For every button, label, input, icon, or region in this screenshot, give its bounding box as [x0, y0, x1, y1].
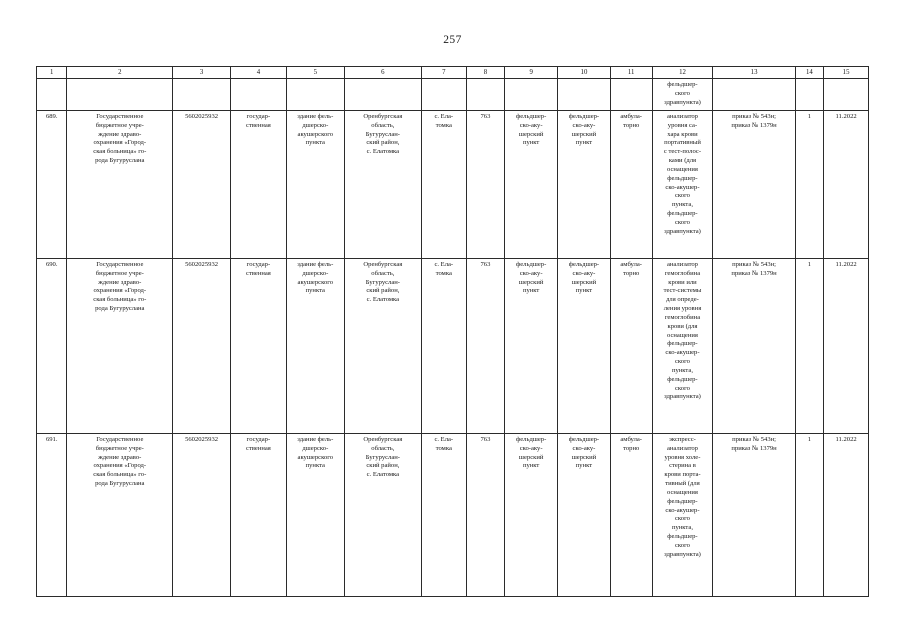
unit-kind: фельдшер- ско-аку- шерский пункт	[557, 257, 611, 434]
unit-type: фельдшер- ско-аку- шерский пункт	[504, 257, 559, 434]
row-number: 691.	[35, 432, 68, 597]
settlement: с. Ела- томка	[420, 109, 467, 259]
column-number: 5	[287, 69, 344, 80]
table-row: 691. Государственное бюджетное учре- жде…	[35, 432, 869, 597]
regulatory-orders: приказ № 543н; приказ № 1379н	[712, 257, 796, 434]
address: Оренбургская область, Бугуруслан- ский р…	[343, 257, 422, 434]
object-type: здание фель- дшерско- акушерского пункта	[285, 109, 345, 259]
care-form: амбула- торно	[609, 109, 653, 259]
equipment-name: анализатор гемоглобина крови или тест-си…	[651, 257, 714, 434]
table-row: 689. Государственное бюджетное учре- жде…	[35, 109, 869, 259]
header-col-5: 5	[285, 66, 345, 111]
settlement: с. Ела- томка	[420, 432, 467, 597]
delivery-date: 11.2022	[823, 109, 869, 259]
unit-type: фельдшер- ско-аку- шерский пункт	[504, 109, 559, 259]
object-type: здание фель- дшерско- акушерского пункта	[285, 432, 345, 597]
care-form: амбула- торно	[609, 432, 653, 597]
organization-inn: 5602025932	[172, 257, 231, 434]
column-number: 8	[467, 69, 504, 80]
delivery-date: 11.2022	[823, 432, 869, 597]
header-col-1: 1	[35, 66, 68, 111]
column-number: 10	[558, 69, 610, 80]
header-col-13: 13	[712, 66, 796, 111]
column-number: 4	[231, 69, 286, 80]
organization-inn: 5602025932	[172, 109, 231, 259]
column-number: 1	[37, 69, 66, 80]
regulatory-orders: приказ № 543н; приказ № 1379н	[712, 432, 796, 597]
table-row: 690. Государственное бюджетное учре- жде…	[35, 257, 869, 434]
population: 763	[465, 109, 506, 259]
ownership-type: государ- ственная	[230, 432, 287, 597]
organization-name: Государственное бюджетное учре- ждение з…	[66, 432, 174, 597]
column-number: 15	[824, 69, 868, 80]
ownership-type: государ- ственная	[230, 257, 287, 434]
unit-type: фельдшер- ско-аку- шерский пункт	[504, 432, 559, 597]
quantity: 1	[794, 432, 825, 597]
column-number: 14	[796, 69, 823, 80]
column-number: 7	[422, 69, 466, 80]
header-continuation-text: фельдшер- ского здравпункта)	[664, 81, 701, 107]
population: 763	[465, 257, 506, 434]
organization-inn: 5602025932	[172, 432, 231, 597]
ownership-type: государ- ственная	[230, 109, 287, 259]
column-number: 12	[652, 69, 712, 80]
header-col-2: 2	[66, 66, 174, 111]
column-number: 13	[713, 69, 795, 80]
column-number: 11	[611, 69, 652, 80]
equipment-name: экспресс- анализатор уровня холе- стерин…	[651, 432, 714, 597]
header-col-7: 7	[420, 66, 467, 111]
table-header-row: 1 2 3 4 5 6 7 8 9	[35, 66, 869, 111]
header-col-10: 10	[557, 66, 611, 111]
organization-name: Государственное бюджетное учре- ждение з…	[66, 257, 174, 434]
quantity: 1	[794, 257, 825, 434]
row-number: 689.	[35, 109, 68, 259]
address: Оренбургская область, Бугуруслан- ский р…	[343, 432, 422, 597]
header-col-4: 4	[230, 66, 287, 111]
row-number: 690.	[35, 257, 68, 434]
organization-name: Государственное бюджетное учре- ждение з…	[66, 109, 174, 259]
unit-kind: фельдшер- ско-аку- шерский пункт	[557, 109, 611, 259]
column-number: 2	[67, 69, 172, 80]
page-number: 257	[443, 34, 462, 46]
header-col-9: 9	[504, 66, 559, 111]
header-col-8: 8	[465, 66, 506, 111]
delivery-date: 11.2022	[823, 257, 869, 434]
header-col-6: 6	[343, 66, 422, 111]
object-type: здание фель- дшерско- акушерского пункта	[285, 257, 345, 434]
quantity: 1	[794, 109, 825, 259]
address: Оренбургская область, Бугуруслан- ский р…	[343, 109, 422, 259]
care-form: амбула- торно	[609, 257, 653, 434]
column-number: 9	[505, 69, 557, 80]
regulatory-orders: приказ № 543н; приказ № 1379н	[712, 109, 796, 259]
equipment-name: анализатор уровня са- хара крови портати…	[651, 109, 714, 259]
column-number: 6	[345, 69, 421, 80]
unit-kind: фельдшер- ско-аку- шерский пункт	[557, 432, 611, 597]
population: 763	[465, 432, 506, 597]
header-col-14: 14	[794, 66, 825, 111]
header-col-15: 15	[823, 66, 869, 111]
equipment-registry-table: 1 2 3 4 5 6 7 8 9	[35, 66, 869, 597]
settlement: с. Ела- томка	[420, 257, 467, 434]
column-number: 3	[173, 69, 230, 80]
header-col-11: 11	[609, 66, 653, 111]
header-col-3: 3	[172, 66, 231, 111]
header-col-12: 12 фельдшер- ского здравпункта)	[651, 66, 714, 111]
